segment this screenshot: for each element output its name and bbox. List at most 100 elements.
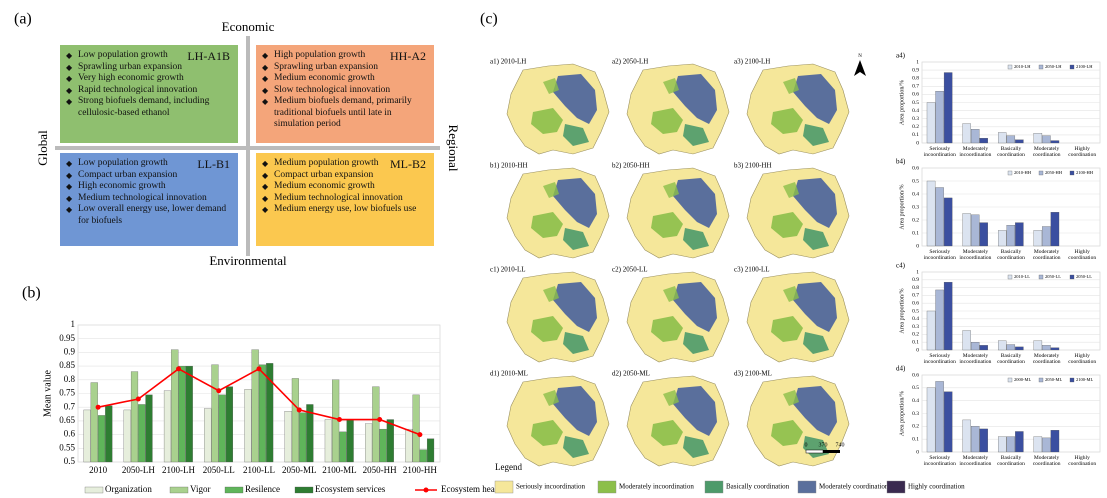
bar [178, 365, 186, 463]
y-tick-label: 1 [916, 269, 919, 275]
bar [145, 394, 153, 463]
line-marker [417, 432, 423, 438]
scenario-item: Low overall energy use, lower demand for… [66, 204, 232, 227]
x-tick-label: 2100-HH [403, 465, 437, 475]
scenario-box: ML-B2Medium population growthCompact urb… [256, 153, 434, 246]
y-tick-label: 0.5 [912, 178, 919, 184]
map [746, 271, 850, 363]
bar [979, 137, 988, 144]
legend-label: 2050-LL [1045, 274, 1061, 279]
x-tick-label: Basically coordination [997, 353, 1025, 365]
north-arrow [854, 60, 866, 76]
map-label: c3) 2100-LL [734, 266, 770, 274]
bar [386, 419, 394, 463]
x-tick-label: Seriously incoordination [924, 455, 956, 467]
legend-label: Moderately coordination [819, 483, 889, 491]
y-tick-label: 0 [916, 347, 919, 353]
bar [291, 378, 299, 463]
chart-title: a4) [896, 52, 906, 60]
y-tick-label: 0.6 [64, 429, 76, 439]
y-axis-label: Area proportion/% [899, 184, 905, 229]
panel-label: (c) [480, 11, 498, 28]
bar [998, 340, 1007, 351]
bar [1033, 340, 1043, 351]
bar [1033, 133, 1043, 144]
map-label: d2) 2050-ML [612, 370, 650, 378]
scenario-item: Medium economic growth [262, 181, 428, 193]
y-tick-label: 0.3 [912, 324, 919, 330]
y-tick-label: 0.4 [912, 108, 919, 114]
map-label: b2) 2050-HH [612, 162, 650, 170]
bar [926, 102, 936, 144]
scenario-item: Sprawling urban expansion [66, 62, 232, 74]
line-marker [336, 417, 342, 423]
x-tick-label: Seriously incoordination [924, 353, 956, 365]
bar [138, 404, 146, 463]
y-axis-label: Mean value [42, 369, 53, 416]
legend-label: 2010-LH [1014, 64, 1031, 69]
scenario-item: Medium energy use, low biofuels use [262, 204, 428, 216]
bar [346, 419, 354, 463]
map [746, 167, 850, 259]
legend-swatch [169, 486, 189, 494]
map-label: b3) 2100-HH [734, 162, 772, 170]
scenario-item: Medium economic growth [262, 73, 428, 85]
bar [251, 349, 259, 463]
y-tick-label: 0.5 [912, 385, 919, 391]
legend-label: Seriously incoordination [516, 483, 586, 491]
bar [1006, 344, 1016, 351]
bar [935, 187, 944, 247]
panel-label: (a) [14, 11, 32, 28]
line-marker [216, 388, 222, 394]
x-tick-label: Seriously incoordination [924, 146, 956, 158]
x-tick-label: Moderately incoordination [959, 249, 991, 261]
bar [970, 129, 980, 144]
scenario-item: Rapid technological innovation [66, 85, 232, 97]
y-tick-label: 0.55 [59, 442, 75, 452]
x-tick-label: Moderately coordination [1033, 249, 1061, 261]
bar [365, 423, 373, 463]
map [506, 271, 610, 363]
bar [979, 428, 988, 453]
bar [419, 449, 427, 463]
legend-label: 2100-ML [1076, 377, 1093, 382]
y-tick-label: 0.5 [912, 100, 919, 106]
legend-label: Ecosystem health [441, 484, 505, 494]
bar [970, 426, 980, 453]
axis-label: Economic [222, 19, 275, 34]
legend-swatch [797, 480, 817, 494]
legend-label: 2010-HH [1014, 170, 1032, 175]
bar [130, 371, 139, 463]
scenario-item: Low population growth [66, 158, 232, 170]
bar [324, 419, 332, 463]
legend-swatch [1038, 274, 1044, 280]
panel-label: (b) [22, 285, 41, 302]
y-tick-label: 0.85 [59, 360, 75, 370]
scenario-box: LH-A1BLow population growthSprawling urb… [60, 45, 238, 143]
x-tick-label: Basically coordination [997, 249, 1025, 261]
y-tick-label: 0.6 [912, 300, 919, 306]
y-tick-label: 0.5 [64, 456, 76, 466]
y-tick-label: 0.3 [912, 116, 919, 122]
bar [1042, 345, 1051, 351]
bar [943, 72, 953, 144]
x-tick-label: Moderately incoordination [959, 455, 991, 467]
x-tick-label: Moderately coordination [1033, 353, 1061, 365]
y-tick-label: 0.6 [912, 92, 919, 98]
bar [244, 389, 252, 463]
scenario-item: Medium population growth [262, 158, 428, 170]
scenario-box: HH-A2High population growthSprawling urb… [256, 45, 434, 143]
scenario-item: Compact urban expansion [66, 170, 232, 182]
scale-bar [823, 450, 840, 453]
legend-swatch [1038, 64, 1044, 70]
line-marker [296, 407, 302, 413]
legend-swatch [1007, 170, 1013, 176]
axis-label: Global [35, 130, 50, 166]
y-tick-label: 0 [916, 243, 919, 249]
scenario-item: Medium technological innovation [262, 193, 428, 205]
y-tick-label: 0.2 [912, 332, 919, 338]
bar [926, 387, 936, 453]
y-tick-label: 0.8 [912, 285, 919, 291]
bar [962, 213, 971, 247]
